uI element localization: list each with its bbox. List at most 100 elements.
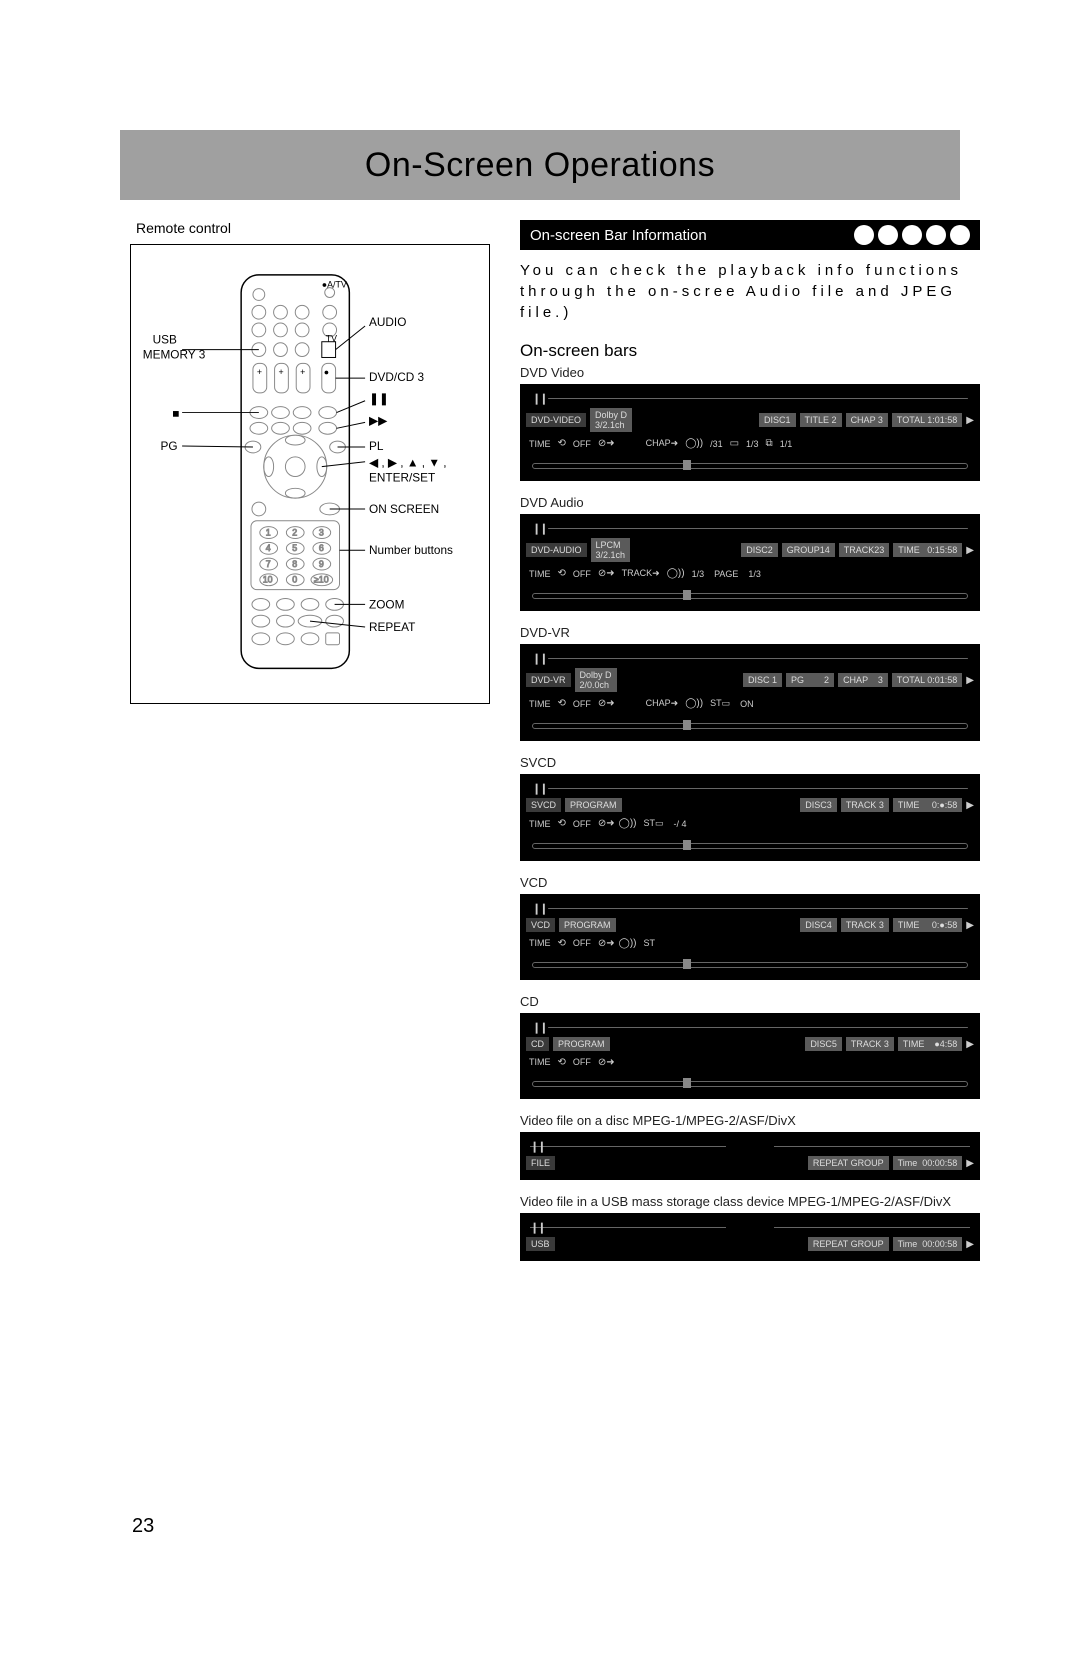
osd-cell: ⟲ xyxy=(558,568,566,579)
svg-text:●: ● xyxy=(324,367,329,377)
osd-bar-label: Video file on a disc MPEG-1/MPEG-2/ASF/D… xyxy=(520,1113,980,1128)
osd-cell: Time 00:00:58 xyxy=(893,1237,963,1251)
osd-cell: VCD xyxy=(526,918,555,932)
osd-cell: ◯)) xyxy=(667,568,685,579)
svg-text:8: 8 xyxy=(292,559,297,569)
osd-cell: ⟲ xyxy=(558,818,566,829)
osd-cell: ◯)) xyxy=(685,698,703,709)
callout-pg: PG xyxy=(160,439,177,453)
callout-enterset: ENTER/SET xyxy=(369,470,435,484)
osd-cell: DISC3 xyxy=(800,798,837,812)
osd-cell: 1/3 xyxy=(689,567,708,581)
osd-cell: GROUP14 xyxy=(782,543,835,557)
osd-cell: OFF xyxy=(570,817,594,831)
osd-cell: ⊘➜ xyxy=(598,1057,615,1068)
osd-bar: ❙❙DVD-VRDolby D 2/0.0chDISC 1PG 2CHAP 3T… xyxy=(520,644,980,741)
osd-cell: TOTAL 0:01:58 xyxy=(892,673,962,687)
osd-cell: TIME 0:15:58 xyxy=(893,543,962,557)
osd-cell: Dolby D 2/0.0ch xyxy=(575,668,617,692)
osd-cell: DISC 1 xyxy=(743,673,782,687)
osd-bar: ❙❙USBREPEAT GROUPTime 00:00:58▶ xyxy=(520,1213,980,1261)
page-number: 23 xyxy=(132,1515,154,1538)
osd-cell: 1/3 xyxy=(745,567,764,581)
callout-repeat: REPEAT xyxy=(369,620,415,634)
svg-text:4: 4 xyxy=(266,543,271,553)
osd-cell: ⟲ xyxy=(558,698,566,709)
osd-cell: CHAP➜ xyxy=(643,436,682,451)
osd-cell: TIME 0:●:58 xyxy=(893,798,962,812)
osd-cell: CHAP 3 xyxy=(846,413,888,427)
osd-cell: ◯)) xyxy=(619,818,637,829)
callout-memory3: MEMORY 3 xyxy=(143,347,206,361)
callout-pause: ❚❚ xyxy=(369,392,389,406)
section-title: On-screen Bar Information xyxy=(530,227,707,244)
osd-bar-group: SVCD❙❙SVCDPROGRAMDISC3TRACK 3TIME 0:●:58… xyxy=(520,755,980,861)
osd-cell: TIME 0:●:58 xyxy=(893,918,962,932)
osd-bar-label: CD xyxy=(520,994,980,1009)
callout-pl: PL xyxy=(369,439,384,453)
sub-heading: On-screen bars xyxy=(520,341,980,361)
svg-text:2: 2 xyxy=(292,528,297,538)
osd-bar-group: CD❙❙CDPROGRAMDISC5TRACK 3TIME ●4:58▶TIME… xyxy=(520,994,980,1099)
remote-label: Remote control xyxy=(136,220,490,236)
osd-cell: TIME xyxy=(526,437,554,451)
osd-cell: TITLE 2 xyxy=(800,413,842,427)
osd-cell: OFF xyxy=(570,697,594,711)
osd-cell: -/ 4 xyxy=(671,817,690,831)
osd-cell: ▶ xyxy=(966,800,974,811)
svg-text:0: 0 xyxy=(292,575,297,585)
osd-cell: ON xyxy=(737,697,757,711)
osd-cell: Dolby D 3/2.1ch xyxy=(590,408,632,432)
osd-cell: ⟲ xyxy=(558,1057,566,1068)
osd-cell: FILE xyxy=(526,1156,555,1170)
osd-cell: OFF xyxy=(570,567,594,581)
svg-text:5: 5 xyxy=(292,543,297,553)
intro-text: You can check the playback info function… xyxy=(520,260,980,323)
osd-bar: ❙❙VCDPROGRAMDISC4TRACK 3TIME 0:●:58▶TIME… xyxy=(520,894,980,980)
osd-bar-group: DVD Audio❙❙DVD-AUDIOLPCM 3/2.1chDISC2GRO… xyxy=(520,495,980,611)
callout-onscreen: ON SCREEN xyxy=(369,502,439,516)
osd-cell: ▶ xyxy=(966,415,974,426)
osd-cell: DVD-VR xyxy=(526,673,571,687)
osd-cell: Time 00:00:58 xyxy=(893,1156,963,1170)
osd-cell: OFF xyxy=(570,1055,594,1069)
callout-arrows: ◀ , ▶ , ▲ , ▼ , xyxy=(369,456,447,470)
title-dots xyxy=(854,225,970,245)
callout-audio: AUDIO xyxy=(369,315,406,329)
osd-cell: DISC4 xyxy=(800,918,837,932)
callout-stop: ■ xyxy=(172,406,179,420)
osd-cell: PAGE xyxy=(711,567,741,581)
osd-cell: TOTAL 1:01:58 xyxy=(892,413,962,427)
osd-cell: USB xyxy=(526,1237,555,1251)
osd-cell: ⟲ xyxy=(558,438,566,449)
osd-cell: DVD-VIDEO xyxy=(526,413,586,427)
osd-cell: ST▭ xyxy=(641,816,667,831)
osd-cell: /31 xyxy=(707,437,726,451)
callout-zoom: ZOOM xyxy=(369,597,404,611)
osd-cell: CHAP➜ xyxy=(643,696,682,711)
svg-text:7: 7 xyxy=(266,559,271,569)
osd-bar: ❙❙DVD-VIDEODolby D 3/2.1chDISC1TITLE 2CH… xyxy=(520,384,980,481)
osd-cell: DISC1 xyxy=(759,413,796,427)
svg-text:3: 3 xyxy=(319,528,324,538)
osd-bar-label: VCD xyxy=(520,875,980,890)
osd-cell: LPCM 3/2.1ch xyxy=(591,538,631,562)
osd-bar-group: Video file in a USB mass storage class d… xyxy=(520,1194,980,1261)
osd-bar: ❙❙SVCDPROGRAMDISC3TRACK 3TIME 0:●:58▶TIM… xyxy=(520,774,980,861)
osd-cell: TRACK 3 xyxy=(841,798,889,812)
osd-cell: PROGRAM xyxy=(565,798,622,812)
osd-cell: ST▭ xyxy=(707,696,733,711)
svg-text:+: + xyxy=(300,367,305,377)
osd-cell: ▶ xyxy=(966,1039,974,1050)
osd-cell: 1/3 xyxy=(743,437,762,451)
osd-cell: TIME xyxy=(526,567,554,581)
osd-cell: ▶ xyxy=(966,675,974,686)
osd-bar-group: VCD❙❙VCDPROGRAMDISC4TRACK 3TIME 0:●:58▶T… xyxy=(520,875,980,980)
svg-text:+: + xyxy=(257,367,262,377)
osd-bar: ❙❙FILEREPEAT GROUPTime 00:00:58▶ xyxy=(520,1132,980,1180)
osd-cell: ◯)) xyxy=(619,938,637,949)
osd-cell: DVD-AUDIO xyxy=(526,543,587,557)
osd-cell: PROGRAM xyxy=(559,918,616,932)
osd-cell: ⟲ xyxy=(558,938,566,949)
osd-cell: SVCD xyxy=(526,798,561,812)
